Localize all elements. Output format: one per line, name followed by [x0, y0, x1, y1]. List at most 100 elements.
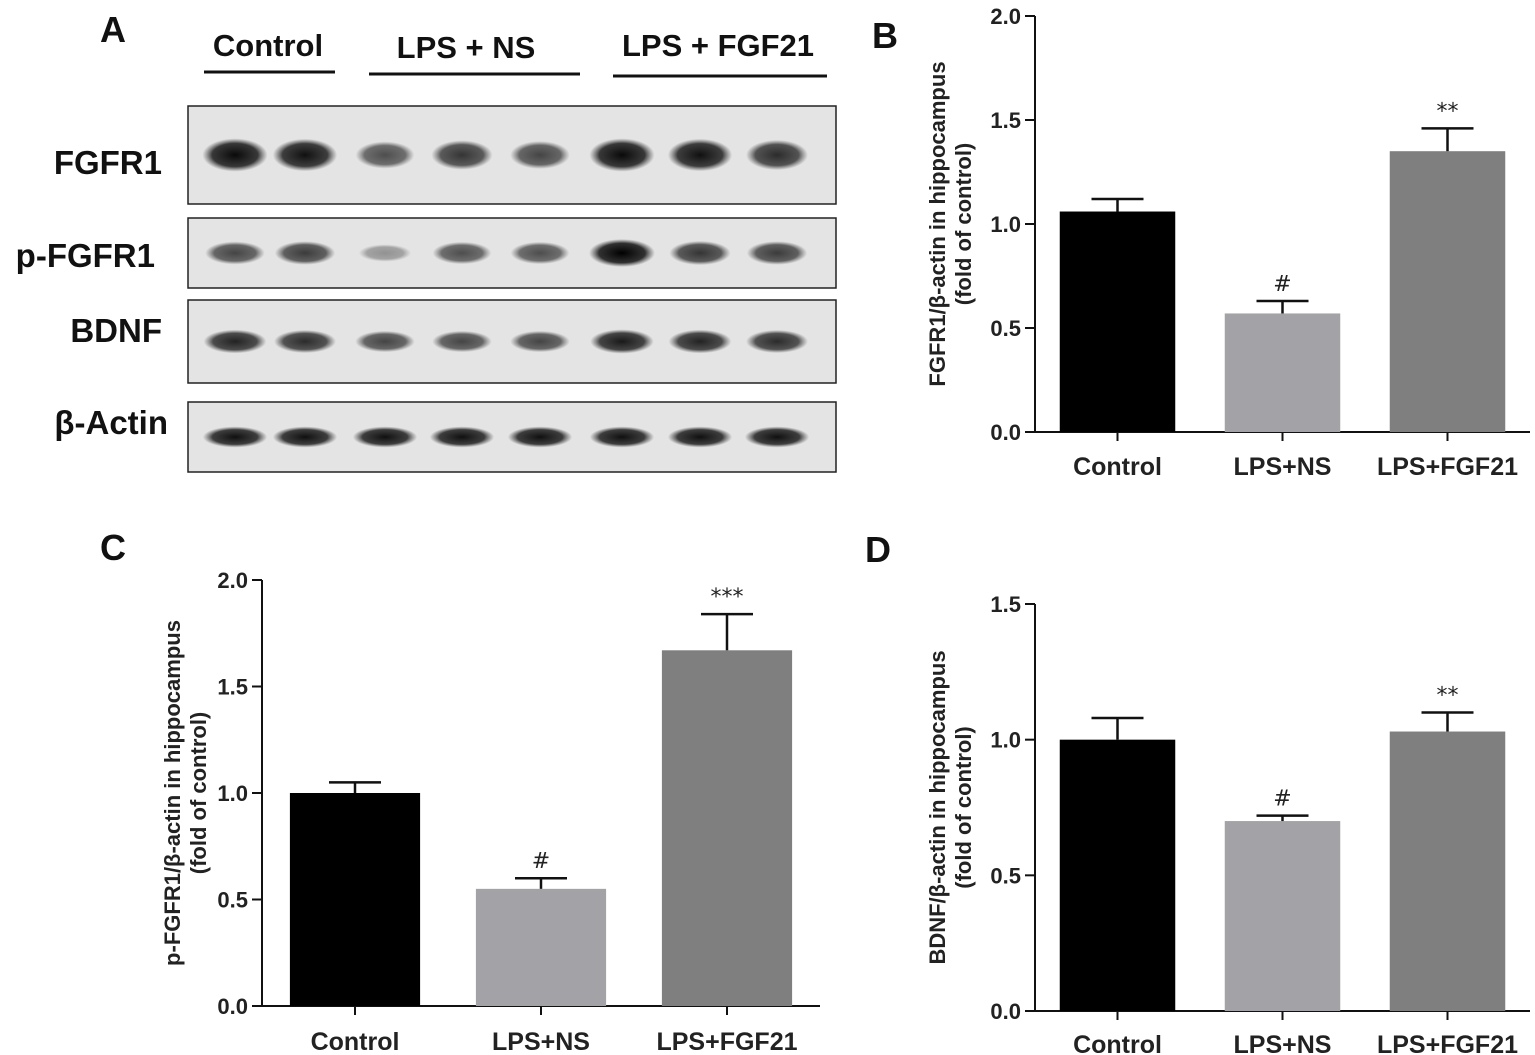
significance-label: # — [532, 849, 550, 874]
blot-row-label: FGFR1 — [54, 144, 162, 181]
blot-band — [667, 426, 733, 448]
blot-band — [510, 330, 570, 353]
significance-label: # — [1273, 787, 1291, 812]
blot-row: β-Actin — [54, 401, 837, 473]
y-tick-label: 1.5 — [217, 675, 248, 700]
panel-letter-a: A — [100, 9, 126, 50]
blot-band — [272, 138, 338, 172]
blot-row-label: p-FGFR1 — [16, 237, 155, 274]
y-axis-title: BDNF/β-actin in hippocampus(fold of cont… — [925, 650, 976, 964]
bar — [1224, 313, 1341, 432]
y-tick-label: 2.0 — [990, 4, 1021, 29]
blot-band — [205, 241, 265, 265]
blot-band — [667, 138, 733, 172]
y-axis-title-line: (fold of control) — [186, 712, 211, 875]
blot-band — [668, 329, 732, 354]
bar — [475, 888, 607, 1006]
blot-band — [272, 426, 338, 448]
blot-band — [352, 426, 418, 448]
bar — [1059, 739, 1176, 1011]
blot-band — [432, 330, 492, 353]
blot-band — [590, 329, 654, 354]
blot-group-label: LPS + FGF21 — [622, 28, 814, 63]
x-tick-label: LPS+FGF21 — [1377, 1031, 1518, 1055]
blot-row: BDNF — [70, 299, 837, 384]
y-tick-label: 2.0 — [217, 568, 248, 593]
blot-band — [429, 426, 495, 448]
bar — [289, 793, 421, 1006]
x-tick-label: LPS+FGF21 — [1377, 453, 1518, 481]
y-axis-title: p-FGFR1/β-actin in hippocampus(fold of c… — [160, 620, 211, 966]
blot-row: p-FGFR1 — [16, 217, 837, 289]
blot-band — [589, 239, 655, 267]
y-tick-label: 1.0 — [990, 728, 1021, 753]
x-tick-label: Control — [311, 1028, 400, 1055]
blot-band — [510, 241, 570, 265]
western-blot-panel: A Control LPS + NS LPS + FGF21 FGFR1 p-FGFR… — [16, 9, 837, 473]
x-tick-label: LPS+NS — [1234, 453, 1332, 481]
blot-band — [589, 138, 655, 172]
blot-row: FGFR1 — [54, 105, 837, 205]
blot-band — [431, 140, 493, 170]
bar — [1389, 731, 1506, 1011]
y-tick-label: 0.5 — [990, 863, 1021, 888]
bar — [1224, 821, 1341, 1011]
blot-band — [203, 329, 267, 354]
blot-band — [510, 141, 570, 169]
blot-band — [355, 141, 415, 169]
y-tick-label: 0.5 — [217, 888, 248, 913]
blot-band — [669, 240, 731, 266]
x-tick-label: Control — [1073, 453, 1162, 481]
y-axis-title-line: (fold of control) — [951, 143, 976, 306]
x-tick-label: Control — [1073, 1031, 1162, 1055]
blot-rows: FGFR1 p-FGFR1 BDNF β-Actin — [16, 105, 837, 473]
y-axis-title-line: (fold of control) — [951, 726, 976, 889]
blot-group-label: LPS + NS — [397, 30, 536, 65]
blot-band — [746, 241, 808, 265]
bar — [661, 650, 793, 1006]
blot-group-label: Control — [213, 28, 323, 63]
blot-band — [746, 139, 808, 171]
panel-letter: C — [100, 527, 126, 568]
panel-letter: D — [865, 529, 891, 570]
blot-band — [274, 329, 336, 354]
y-tick-label: 0.0 — [990, 999, 1021, 1024]
y-tick-label: 0.0 — [217, 994, 248, 1019]
y-axis-title-line: BDNF/β-actin in hippocampus — [925, 650, 950, 964]
bar-chart-c: C 0.0 0.5 1.0 1.5 2.0 p-FGFR1/β-actin in hippo… — [100, 527, 820, 1055]
bar — [1389, 151, 1506, 432]
y-axis-title: FGFR1/β-actin in hippocampus(fold of con… — [925, 61, 976, 386]
blot-band — [507, 426, 573, 448]
blot-row-label: β-Actin — [54, 404, 168, 441]
significance-label: # — [1273, 272, 1291, 297]
blot-band — [274, 241, 336, 265]
y-tick-label: 1.0 — [990, 212, 1021, 237]
bar-chart-d: D 0.0 0.5 1.0 1.5 BDNF/β-actin in hippocampus… — [865, 529, 1530, 1055]
blot-row-label: BDNF — [70, 312, 162, 349]
significance-label: ** — [1437, 684, 1459, 709]
y-tick-label: 0.0 — [990, 420, 1021, 445]
blot-band — [355, 330, 415, 353]
y-tick-label: 0.5 — [990, 316, 1021, 341]
blot-band — [202, 426, 268, 448]
x-tick-label: LPS+NS — [1234, 1031, 1332, 1055]
blot-band — [744, 426, 810, 448]
blot-band — [746, 329, 808, 354]
panel-letter: B — [872, 15, 898, 56]
blot-band — [589, 426, 655, 448]
blot-group-headers: Control LPS + NS LPS + FGF21 — [204, 28, 827, 78]
bar-chart-b: B 0.0 0.5 1.0 1.5 2.0 FGFR1/β-actin in hippoca… — [872, 4, 1530, 481]
blot-band — [432, 241, 492, 265]
y-tick-label: 1.5 — [990, 592, 1021, 617]
y-tick-label: 1.5 — [990, 108, 1021, 133]
x-tick-label: LPS+NS — [492, 1028, 590, 1055]
blot-band — [202, 138, 268, 172]
x-tick-label: LPS+FGF21 — [656, 1028, 797, 1055]
bar — [1059, 211, 1176, 432]
significance-label: ** — [1437, 99, 1459, 124]
blot-band — [358, 244, 412, 262]
significance-label: *** — [711, 585, 744, 610]
y-axis-title-line: FGFR1/β-actin in hippocampus — [925, 61, 950, 386]
y-tick-label: 1.0 — [217, 781, 248, 806]
